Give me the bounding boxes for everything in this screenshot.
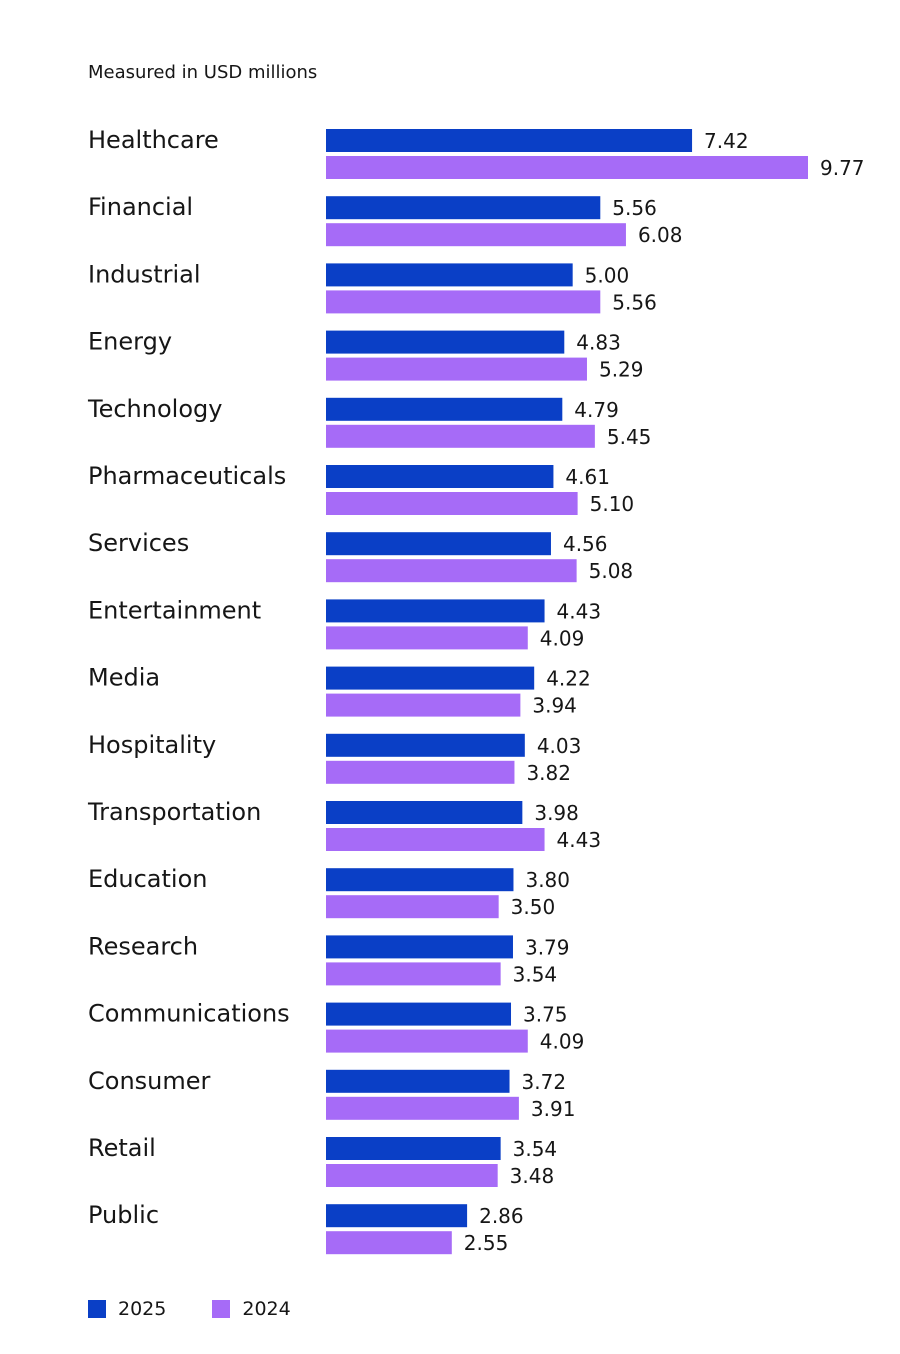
chart-subtitle: Measured in USD millions [88, 62, 318, 83]
data-label-2024: 5.45 [607, 425, 652, 449]
category-label: Services [88, 529, 189, 557]
legend-label-2025: 2025 [118, 1298, 167, 1320]
data-label-2024: 4.09 [540, 626, 585, 650]
bar-2025[interactable] [326, 733, 525, 757]
category-label: Research [88, 932, 198, 960]
category-label: Consumer [88, 1067, 211, 1095]
category-label: Pharmaceuticals [88, 462, 286, 490]
data-label-2024: 3.94 [532, 694, 577, 718]
category-label: Public [88, 1201, 159, 1229]
data-label-2025: 3.79 [525, 935, 570, 959]
bar-2024[interactable] [326, 693, 521, 717]
bar-2024[interactable] [326, 223, 626, 247]
data-label-2025: 5.56 [612, 196, 657, 220]
bar-2024[interactable] [326, 895, 499, 919]
category-label: Entertainment [88, 596, 261, 624]
legend-item-2025[interactable]: 2025 [88, 1298, 166, 1320]
bar-2024[interactable] [326, 559, 577, 583]
category-label: Technology [87, 395, 222, 423]
category-label: Retail [88, 1134, 156, 1162]
bar-2025[interactable] [326, 935, 513, 959]
data-label-2025: 4.83 [576, 331, 621, 355]
data-label-2025: 3.72 [522, 1070, 567, 1094]
data-label-2024: 5.56 [612, 290, 657, 314]
data-label-2024: 5.10 [590, 492, 635, 516]
category-label: Communications [88, 1000, 290, 1028]
data-label-2024: 3.48 [510, 1164, 555, 1188]
data-label-2025: 4.03 [537, 734, 582, 758]
bar-2025[interactable] [326, 1204, 468, 1228]
bar-2024[interactable] [326, 626, 528, 650]
data-label-2025: 4.61 [565, 465, 610, 489]
data-label-2024: 3.50 [511, 895, 556, 919]
bar-2024[interactable] [326, 1231, 452, 1255]
bar-2024[interactable] [326, 290, 601, 314]
bar-2025[interactable] [326, 599, 545, 623]
bar-2024[interactable] [326, 1164, 498, 1187]
bar-2025[interactable] [326, 1002, 512, 1026]
data-label-2025: 4.22 [546, 667, 591, 691]
bar-2025[interactable] [326, 465, 554, 488]
data-label-2024: 3.54 [513, 962, 558, 986]
data-label-2025: 4.56 [563, 532, 608, 556]
bar-2025[interactable] [326, 666, 535, 690]
legend-item-2024[interactable]: 2024 [212, 1298, 291, 1320]
category-label: Energy [88, 328, 172, 356]
data-label-2025: 4.43 [557, 599, 602, 623]
bar-2025[interactable] [326, 1137, 501, 1160]
bar-2025[interactable] [326, 330, 565, 354]
bar-2025[interactable] [326, 129, 693, 152]
data-label-2025: 3.54 [513, 1137, 558, 1161]
legend-label-2024: 2024 [242, 1298, 291, 1320]
legend-swatch-2024 [212, 1300, 231, 1318]
bar-2025[interactable] [326, 801, 523, 824]
category-label: Hospitality [88, 731, 216, 759]
category-label: Education [88, 865, 207, 893]
data-label-2024: 9.77 [820, 156, 865, 180]
category-label: Industrial [88, 260, 201, 288]
category-label: Transportation [87, 798, 261, 826]
data-label-2025: 5.00 [585, 263, 630, 287]
data-label-2024: 5.08 [589, 559, 634, 583]
data-label-2024: 3.82 [526, 761, 571, 785]
legend-swatch-2025 [88, 1300, 106, 1318]
bar-2024[interactable] [326, 156, 808, 179]
data-label-2025: 2.86 [479, 1204, 524, 1228]
bar-2024[interactable] [326, 760, 515, 784]
bar-2024[interactable] [326, 424, 595, 448]
data-label-2025: 4.79 [574, 398, 619, 422]
bar-2024[interactable] [326, 357, 587, 381]
category-label: Healthcare [88, 126, 219, 154]
bar-2024[interactable] [326, 828, 545, 851]
data-label-2025: 3.75 [523, 1003, 568, 1027]
chart-legend: 2025 2024 [88, 1298, 337, 1320]
bar-2025[interactable] [326, 868, 514, 892]
bar-2025[interactable] [326, 397, 563, 421]
bar-2024[interactable] [326, 1029, 528, 1053]
bar-2024[interactable] [326, 492, 578, 515]
data-label-2024: 6.08 [638, 223, 683, 247]
data-label-2024: 2.55 [464, 1231, 509, 1255]
bar-2025[interactable] [326, 196, 601, 220]
data-label-2025: 7.42 [704, 129, 749, 153]
data-label-2024: 4.09 [540, 1030, 585, 1054]
bar-2025[interactable] [326, 1069, 510, 1093]
data-label-2025: 3.98 [534, 801, 579, 825]
category-label: Financial [88, 193, 193, 221]
data-label-2025: 3.80 [525, 868, 570, 892]
bar-2024[interactable] [326, 962, 501, 986]
category-label: Media [88, 664, 160, 692]
bar-2024[interactable] [326, 1096, 519, 1120]
data-label-2024: 4.43 [557, 828, 602, 852]
bar-2025[interactable] [326, 532, 551, 556]
bar-2025[interactable] [326, 263, 573, 287]
data-label-2024: 5.29 [599, 358, 644, 382]
data-label-2024: 3.91 [531, 1097, 576, 1121]
